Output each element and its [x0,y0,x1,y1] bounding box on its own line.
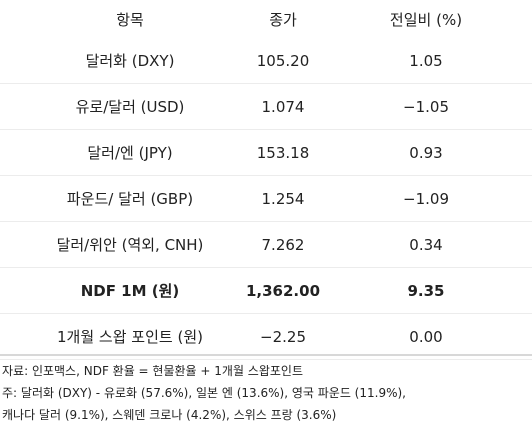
table-cell: −1.09 [403,189,449,208]
table-row: 달러/엔 (JPY) 153.18 0.93 [0,130,532,176]
note-line: 캐나다 달러 (9.1%), 스웨덴 크로나 (4.2%), 스위스 프랑 (3… [2,408,337,422]
table-row: 달러화 (DXY) 105.20 1.05 [0,38,532,84]
table-row: 유로/달러 (USD) 1.074 −1.05 [0,84,532,130]
table-row: 파운드/ 달러 (GBP) 1.254 −1.09 [0,176,532,222]
header-row: 항목 종가 전일비 (%) [0,0,532,38]
table-cell: 유로/달러 (USD) [75,98,185,116]
table-cell: 파운드/ 달러 (GBP) [66,190,194,208]
table-cell: −1.05 [403,97,449,116]
table-cell: 1.05 [409,51,443,70]
table-row: 달러/위안 (역외, CNH) 7.262 0.34 [0,222,532,268]
table-cell: 달러화 (DXY) [85,52,175,70]
note-line: 주: 달러화 (DXY) - 유로화 (57.6%), 일본 엔 (13.6%)… [2,386,406,400]
table-cell: 0.34 [409,235,443,254]
header-cell: 전일비 (%) [389,10,463,29]
header-cell: 항목 [116,10,144,29]
header-cell: 종가 [269,10,297,29]
table-cell: −2.25 [260,327,306,346]
table-cell: 1.074 [261,97,305,116]
note-line: 자료: 인포맥스, NDF 환율 = 현물환율 + 1개월 스왑포인트 [2,364,303,378]
table-cell: 1,362.00 [245,281,321,300]
table-cell: 0.93 [409,143,443,162]
table-cell: 9.35 [407,281,445,300]
table-cell: 105.20 [256,51,310,70]
table: 항목 종가 전일비 (%) 달러화 (DXY) 105.20 1.05 유로/달러 (USD… [0,0,532,360]
table-cell: 1.254 [261,189,305,208]
table-cell: NDF 1M (원) [80,282,180,300]
table-cell: 달러/엔 (JPY) [87,144,173,162]
table-cell: 7.262 [261,235,305,254]
table-cell: 0.00 [409,327,443,346]
table-row: NDF 1M (원) 1,362.00 9.35 [0,268,532,314]
table-cell: 달러/위안 (역외, CNH) [56,236,204,254]
table-row: 1개월 스왑 포인트 (원) −2.25 0.00 [0,314,532,360]
table-cell: 153.18 [256,143,310,162]
table-cell: 1개월 스왑 포인트 (원) [57,328,203,346]
